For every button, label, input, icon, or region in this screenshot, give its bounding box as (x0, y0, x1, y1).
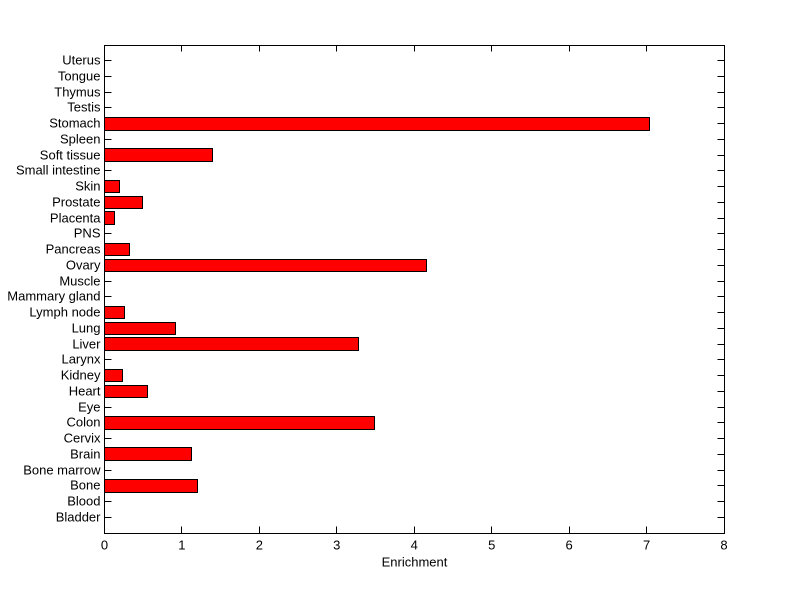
svg-text:Bone: Bone (70, 478, 100, 493)
svg-text:2: 2 (256, 537, 263, 552)
svg-text:3: 3 (333, 537, 340, 552)
svg-text:Lung: Lung (72, 321, 101, 336)
svg-text:Ovary: Ovary (66, 258, 101, 273)
svg-text:Soft tissue: Soft tissue (40, 148, 101, 163)
svg-text:Tongue: Tongue (58, 69, 101, 84)
svg-text:5: 5 (488, 537, 495, 552)
svg-text:0: 0 (101, 537, 108, 552)
svg-text:Small intestine: Small intestine (16, 163, 101, 178)
svg-text:4: 4 (411, 537, 418, 552)
svg-text:Colon: Colon (67, 415, 101, 430)
svg-text:8: 8 (720, 537, 727, 552)
svg-text:Skin: Skin (75, 179, 100, 194)
svg-text:Blood: Blood (67, 494, 100, 509)
svg-text:Pancreas: Pancreas (46, 242, 101, 257)
svg-text:Brain: Brain (70, 447, 100, 462)
svg-text:Placenta: Placenta (50, 211, 101, 226)
svg-text:Uterus: Uterus (62, 53, 101, 68)
svg-text:Thymus: Thymus (54, 85, 101, 100)
svg-text:7: 7 (643, 537, 650, 552)
svg-text:Muscle: Muscle (59, 274, 100, 289)
svg-text:Prostate: Prostate (52, 195, 100, 210)
svg-text:Enrichment: Enrichment (382, 554, 448, 569)
svg-text:Kidney: Kidney (61, 368, 101, 383)
svg-text:Larynx: Larynx (61, 352, 101, 367)
svg-text:Testis: Testis (67, 100, 101, 115)
svg-text:Spleen: Spleen (60, 132, 100, 147)
svg-text:6: 6 (565, 537, 572, 552)
svg-text:Lymph node: Lymph node (29, 305, 100, 320)
svg-text:Bone marrow: Bone marrow (23, 463, 101, 478)
svg-text:Mammary gland: Mammary gland (7, 289, 100, 304)
svg-text:PNS: PNS (74, 226, 101, 241)
svg-text:1: 1 (178, 537, 185, 552)
svg-text:Cervix: Cervix (64, 431, 101, 446)
svg-text:Liver: Liver (72, 337, 101, 352)
svg-text:Stomach: Stomach (49, 116, 100, 131)
svg-text:Heart: Heart (69, 384, 101, 399)
svg-text:Bladder: Bladder (56, 510, 101, 525)
svg-text:Eye: Eye (78, 400, 100, 415)
